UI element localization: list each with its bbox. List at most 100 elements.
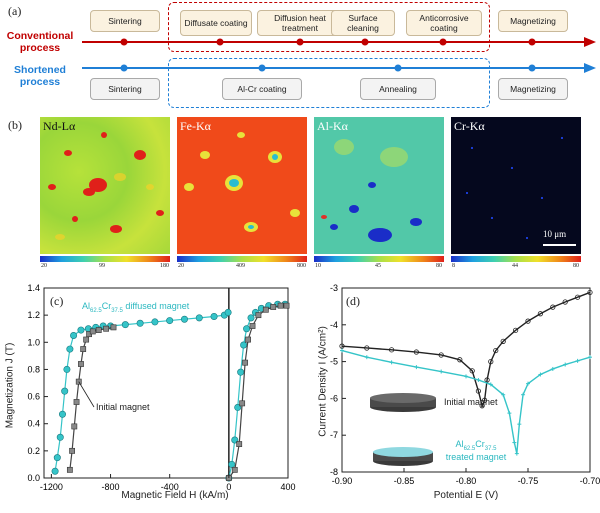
data-point <box>562 299 568 305</box>
data-point <box>243 325 251 333</box>
data-point <box>166 317 174 325</box>
legend-initial-magnet-c: Initial magnet <box>96 402 150 412</box>
data-point <box>475 388 481 394</box>
x-tick-label: -0.75 <box>518 476 539 486</box>
cr-tick-mid: 44 <box>512 263 518 269</box>
step-magnetizing-shortened: Magnetizing <box>498 78 568 100</box>
polarization-line-1 <box>341 349 591 454</box>
data-point <box>249 323 256 329</box>
data-point <box>151 318 159 326</box>
data-point <box>231 466 238 473</box>
series-line-0 <box>54 311 229 472</box>
scale-bar-label: 10 μm <box>543 229 567 239</box>
x-tick-label: -1200 <box>40 482 63 492</box>
nd-tick-min: 20 <box>41 263 47 269</box>
data-point <box>89 328 96 335</box>
shortened-dot <box>258 64 266 72</box>
data-point <box>482 397 488 403</box>
x-tick-label: -0.85 <box>394 476 415 486</box>
shortened-dot <box>394 64 402 72</box>
conventional-dot <box>296 38 304 46</box>
chart-d-xlabel: Potential E (V) <box>433 490 499 501</box>
initial-magnet-pointer <box>78 381 95 408</box>
cr-tick-max: 80 <box>573 263 579 269</box>
data-point <box>56 433 64 441</box>
data-point <box>389 347 395 353</box>
chart-c-xlabel: Magnetic Field H (kA/m) <box>121 490 229 501</box>
data-point <box>210 312 218 320</box>
data-point <box>513 327 519 333</box>
data-point <box>550 304 556 310</box>
legend-treated-magnet: Al62.5Cr37.5 treated magnet <box>445 439 507 462</box>
shortened-process-label: Shortened process <box>14 64 66 88</box>
fe-tick-mid: 409 <box>236 263 245 269</box>
data-point <box>479 403 485 409</box>
data-point <box>51 467 59 475</box>
fe-tick-max: 800 <box>297 263 306 269</box>
data-point <box>236 441 243 447</box>
data-point <box>180 315 188 323</box>
data-point <box>262 306 269 313</box>
data-point <box>121 321 129 329</box>
data-point <box>228 460 236 468</box>
step-sintering-shortened: Sintering <box>90 78 160 100</box>
legend-initial-magnet-d: Initial magnet <box>444 397 498 407</box>
data-point <box>525 318 531 324</box>
step-annealing: Annealing <box>360 78 436 100</box>
fe-map-label: Fe-Kα <box>180 119 211 133</box>
cr-tick-min: 8 <box>452 263 455 269</box>
data-point <box>438 352 444 358</box>
y-tick-label: -6 <box>330 393 338 403</box>
data-point <box>58 410 66 418</box>
y-tick-label: 0.2 <box>27 446 40 456</box>
y-tick-label: 1.4 <box>27 283 40 293</box>
conventional-arrowhead <box>584 37 596 47</box>
data-point <box>277 302 284 309</box>
data-point <box>574 294 581 300</box>
data-point <box>70 331 78 339</box>
y-tick-label: -4 <box>330 320 338 330</box>
data-point <box>136 319 144 327</box>
data-point <box>488 359 494 365</box>
step-magnetizing-conventional: Magnetizing <box>498 10 568 32</box>
data-point <box>247 314 255 322</box>
data-point <box>413 349 420 355</box>
data-point <box>61 387 69 395</box>
initial-magnet-disk-icon <box>370 393 436 412</box>
data-point <box>457 357 463 363</box>
panel-c-label: (c) <box>50 294 64 308</box>
process-arrows <box>82 37 596 73</box>
conventional-dot <box>361 38 369 46</box>
cr-colorbar <box>451 256 581 262</box>
shortened-dot <box>528 64 536 72</box>
step-al-cr-coating: Al-Cr coating <box>222 78 302 100</box>
al-colorbar <box>314 256 444 262</box>
y-tick-label: 0.0 <box>27 473 40 483</box>
data-point <box>78 361 84 367</box>
legend-diffused-magnet: Al62.5Cr37.5 diffused magnet <box>82 301 190 314</box>
conventional-dot <box>528 38 536 46</box>
step-sintering-conventional: Sintering <box>90 10 160 32</box>
y-tick-label: 0.6 <box>27 392 40 402</box>
data-point <box>83 336 90 343</box>
panel-a-label: (a) <box>8 4 22 18</box>
data-point <box>103 325 110 332</box>
series-line-1 <box>69 326 114 470</box>
panel-d-label: (d) <box>346 294 360 308</box>
fe-tick-min: 20 <box>178 263 184 269</box>
chart-d-ylabel: Current Density I (A/cm²) <box>317 326 329 437</box>
data-point <box>270 304 277 310</box>
step-diffusate-coating: Diffusate coating <box>180 10 252 36</box>
data-point <box>63 365 71 373</box>
panel-b-label: (b) <box>8 118 22 132</box>
polarization-line-0 <box>341 291 591 408</box>
series-line-3 <box>228 305 287 479</box>
y-tick-label: 0.8 <box>27 364 40 374</box>
conventional-dot <box>120 38 128 46</box>
y-tick-label: 0.4 <box>27 419 40 429</box>
data-point <box>500 338 506 344</box>
polarization-chart: -0.90 -0.85 -0.80 -0.75 -0.70 -3 -4 -5 -6 -7 -8 <box>330 283 600 486</box>
data-point <box>66 466 73 473</box>
al-tick-max: 80 <box>436 263 442 269</box>
data-point <box>224 308 232 316</box>
